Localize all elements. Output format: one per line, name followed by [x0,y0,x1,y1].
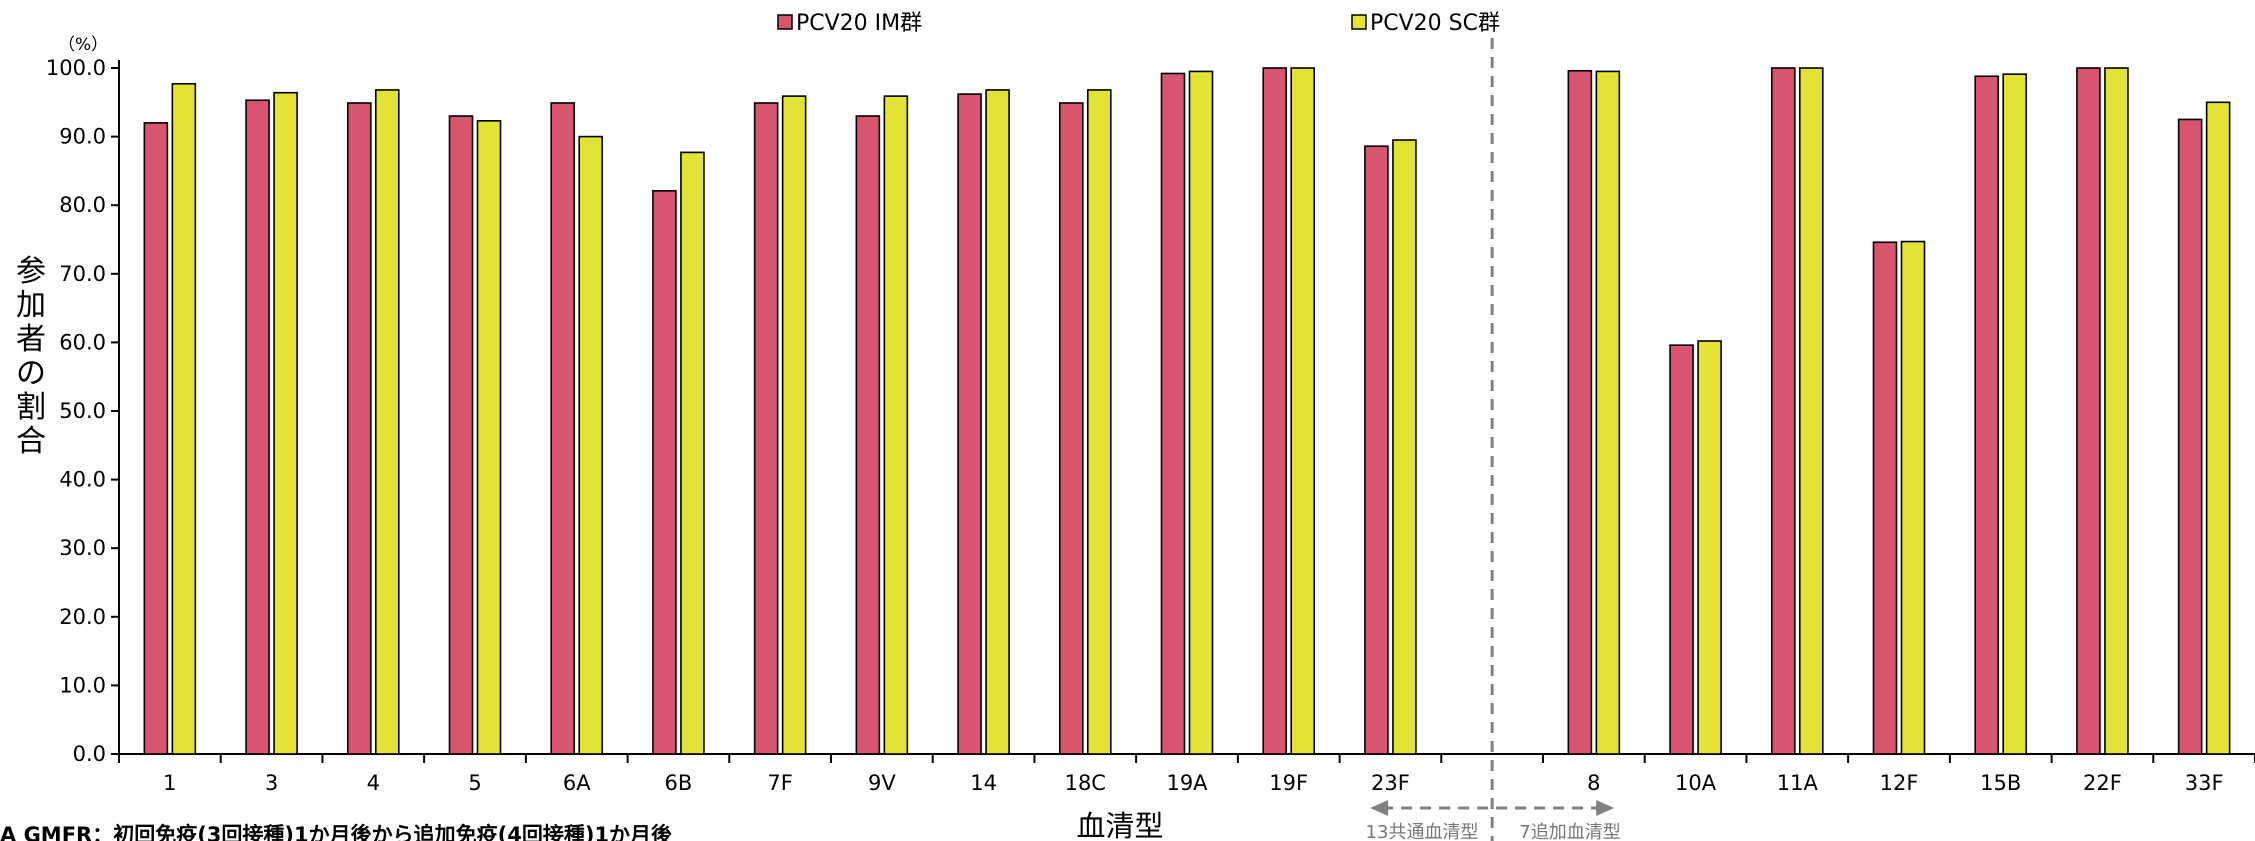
x-tick-label: 6A [563,771,591,795]
x-tick-label: 22F [2083,771,2122,795]
bar-sc [2205,101,2231,755]
bar-im [1974,75,2000,755]
bar-sc [781,95,807,755]
bar-im [1058,102,1084,755]
bar-im [855,115,881,755]
bar-im [1364,145,1389,755]
x-tick-label: 14 [970,771,997,795]
bar-im [753,102,779,755]
bar-sc [883,95,909,755]
x-tick-label: 6B [665,771,693,795]
bar-im [1872,241,1898,755]
x-tick-label: 11A [1777,771,1819,795]
x-tick-label: 19F [1269,771,1308,795]
bar-sc [273,91,298,755]
bar-im [143,122,169,755]
bar-im [957,93,982,755]
group-label-common: 13共通血清型 [1366,822,1479,841]
y-tick-label: 100.0 [46,56,106,80]
x-tick-label: 5 [468,771,481,795]
bar-im [1262,67,1288,755]
bar-sc [1290,67,1316,755]
x-tick-label: 7F [767,771,792,795]
y-tick-label: 50.0 [59,399,106,423]
bar-sc [1392,139,1417,755]
legend-label: PCV20 SC群 [1370,11,1500,36]
y-tick-label: 80.0 [59,193,106,217]
bar-im [1770,67,1796,755]
y-tick-label: 90.0 [59,125,106,149]
bar-im [1567,69,1593,755]
arrow-right-icon [1596,800,1615,816]
bars [143,67,2231,755]
x-tick-label: 18C [1065,771,1106,795]
bar-sc [1086,89,1112,755]
y-tick-label: 0.0 [73,742,106,766]
y-tick-label: 70.0 [59,262,106,286]
x-tick-label: 12F [1880,771,1919,795]
legend-label: PCV20 IM群 [796,11,922,36]
bar-im [652,189,677,755]
x-tick-label: 15B [1980,771,2021,795]
bar-sc [171,82,197,755]
y-axis-title-char: 加 [16,288,46,323]
footnote: A GMFR：初回免疫(3回接種)1か月後から追加免疫(4回接種)1か月後 [0,823,673,841]
x-tick-label: 10A [1675,771,1717,795]
bar-sc [578,135,604,755]
bar-sc [985,89,1010,755]
bar-im [1669,344,1694,755]
x-tick-label: 23F [1371,771,1410,795]
bar-sc [476,120,502,755]
legend: PCV20 IM群 PCV20 SC群 [777,11,1500,36]
x-tick-label: 1 [163,771,176,795]
y-tick-label: 20.0 [59,605,106,629]
bar-sc [1595,70,1621,755]
bar-sc [1697,340,1722,755]
y-axis-title-char: 者 [16,322,46,357]
y-tick-label: 40.0 [59,468,106,492]
bar-sc [374,89,400,755]
y-axis-title-char: 参 [16,254,46,289]
y-tick-label: 60.0 [59,330,106,354]
bar-sc [2002,73,2028,755]
x-tick-label: 33F [2185,771,2224,795]
bar-sc [680,151,705,755]
x-tick-label: 3 [265,771,278,795]
legend-swatch [777,14,793,30]
labels: （%） 血清型 13共通血清型 7追加血清型 A GMFR：初回免疫(3回接種)… [0,35,1621,841]
x-axis-title: 血清型 [1076,809,1163,841]
bar-sc [1900,240,1926,755]
y-axis-title-char: 合 [16,424,46,459]
bar-im [448,115,474,755]
bar-im [1160,72,1186,755]
arrow-left-icon [1370,800,1389,816]
group-label-additional: 7追加血清型 [1519,822,1620,841]
y-axis-title-char: 割 [16,390,46,425]
legend-swatch [1351,14,1367,30]
x-tick-label: 19A [1166,771,1208,795]
x-tick-label: 4 [367,771,380,795]
bar-im [245,99,270,755]
x-tick-label: 9V [868,771,896,795]
bar-im [2076,67,2101,755]
y-tick-label: 30.0 [59,536,106,560]
bar-im [346,102,372,755]
y-unit-label: （%） [58,35,108,55]
bar-sc [1798,67,1824,755]
y-axis-title-char: の [16,356,46,391]
x-tick-label: 8 [1587,771,1600,795]
bar-im [2177,118,2203,755]
y-tick-label: 10.0 [59,673,106,697]
axes: 0.0 10.0 20.0 30.0 40.0 50.0 60.0 70.0 80.0 90.0 1… [46,38,2255,841]
bar-sc [2104,67,2129,755]
bar-sc [1188,70,1214,755]
bar-im [550,102,576,755]
